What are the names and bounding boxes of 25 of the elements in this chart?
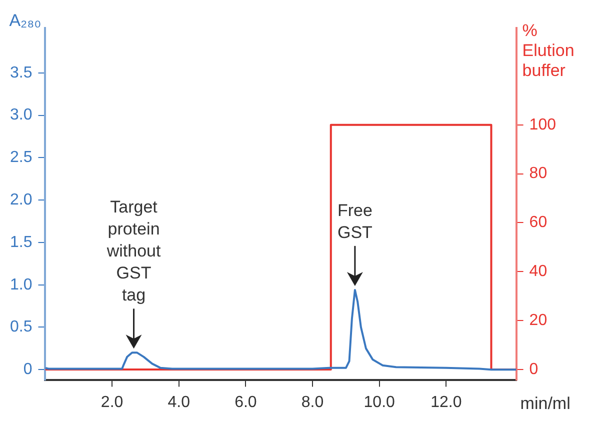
y2-tick-label: 20: [529, 312, 548, 329]
y-axis-title: A₂₈₀: [9, 11, 42, 30]
y-tick-label: 0.5: [10, 318, 32, 336]
y-tick-label: 3.5: [10, 64, 32, 82]
x-tick-label: 10.0: [364, 394, 395, 411]
x-tick-label: 12.0: [430, 394, 462, 411]
y-tick-label: 0: [23, 361, 32, 378]
y-tick-label: 3.0: [10, 106, 32, 124]
y2-tick-label: 60: [529, 214, 548, 232]
y2-tick-label: 80: [529, 165, 548, 182]
y2-tick-label: 0: [529, 360, 538, 378]
x-axis-title: min/ml: [520, 394, 570, 413]
x-tick-label: 4.0: [168, 394, 190, 411]
x-tick-label: 2.0: [100, 394, 124, 411]
x-tick-label: 6.0: [234, 394, 257, 411]
y2-tick-label: 40: [529, 263, 548, 280]
y-tick-label: 2.0: [10, 191, 32, 208]
y2-axis-title: % Elution buffer: [522, 21, 574, 80]
annotation: Free GST: [337, 200, 372, 242]
y2-tick-label: 100: [529, 116, 556, 134]
y-tick-label: 1.0: [10, 276, 32, 294]
x-tick-label: 8.0: [301, 394, 324, 411]
y-tick-label: 2.5: [10, 149, 32, 166]
y-tick-label: 1.5: [10, 234, 32, 251]
annotation: Target protein without GST tag: [106, 198, 161, 305]
